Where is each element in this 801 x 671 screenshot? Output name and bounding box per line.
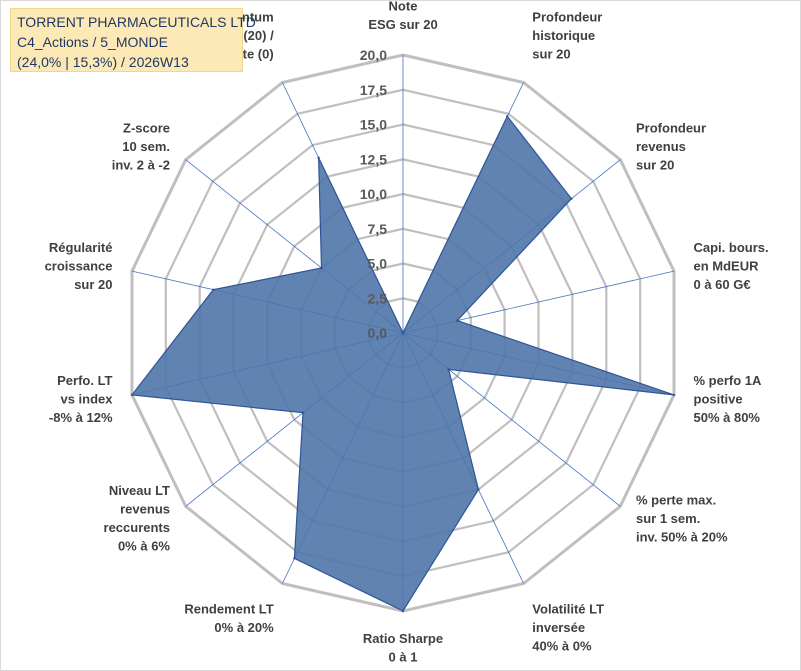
tick-label: 10,0: [360, 186, 387, 202]
axis-label: Ratio Sharpe 0 à 1: [363, 631, 443, 665]
data-point: [293, 557, 296, 560]
tick-label: 7,5: [368, 221, 388, 237]
data-point: [401, 331, 405, 335]
data-point: [570, 197, 573, 200]
tick-label: 0,0: [368, 325, 388, 341]
data-point: [477, 488, 480, 491]
axis-label: % perfo 1A positive 50% à 80%: [694, 373, 763, 425]
axis-label: Z-score 10 sem. inv. 2 à -2: [112, 121, 170, 173]
data-point: [320, 266, 323, 270]
axis-label: Perfo. LT vs index -8% à 12%: [49, 373, 113, 425]
tick-label: 12,5: [360, 151, 387, 167]
title-company: TORRENT PHARMACEUTICALS LTD: [17, 14, 256, 30]
axis-label: Niveau LT revenus reccurents 0% à 6%: [104, 483, 171, 554]
title-box: TORRENT PHARMACEUTICALS LTD C4_Actions /…: [10, 8, 256, 72]
tick-label: 2,5: [368, 290, 388, 306]
radial-tick-labels: 0,0 2,5 5,0 7,5 10,0 12,5 15,0 17,5 20,0: [360, 47, 387, 341]
data-point: [401, 609, 405, 613]
data-point: [130, 393, 134, 397]
data-point: [212, 288, 215, 291]
axis-label: Capi. bours. en MdEUR 0 à 60 G€: [694, 240, 769, 292]
axis-label: Note ESG sur 20: [368, 0, 437, 32]
title-stats: (24,0% | 15,3%) / 2026W13: [17, 54, 189, 70]
series-area: [130, 115, 676, 613]
axis-label: Profondeur historique sur 20: [532, 10, 602, 62]
tick-label: 17,5: [360, 82, 387, 98]
data-point: [506, 115, 509, 118]
data-point: [447, 368, 450, 371]
axis-label: Régularité croissance sur 20: [45, 240, 113, 292]
axis-label: Profondeur revenus sur 20: [636, 121, 706, 173]
tick-label: 20,0: [360, 47, 387, 63]
data-point: [317, 156, 320, 159]
axis-label: Rendement LT 0% à 20%: [184, 602, 274, 636]
axis-labels: Note ESG sur 20 Profondeur historique sur 20…: [45, 0, 769, 665]
data-point: [672, 393, 676, 397]
axis-label: % perte max. sur 1 sem. inv. 50% à 20%: [636, 492, 728, 544]
axis-label: Volatilité LT inversée 40% à 0%: [532, 602, 604, 654]
tick-label: 5,0: [368, 256, 388, 272]
data-point: [301, 411, 305, 414]
title-portfolio: C4_Actions / 5_MONDE: [17, 34, 168, 50]
tick-label: 15,0: [360, 117, 387, 133]
data-point: [456, 319, 459, 322]
